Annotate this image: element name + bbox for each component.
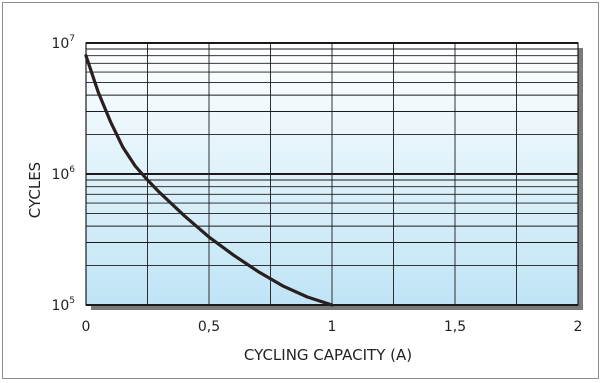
y-tick-label: 105 [51,296,75,314]
series-line [84,54,334,307]
y-axis-label: CYCLES [26,162,44,218]
y-tick-label: 107 [51,34,75,52]
x-tick-label: 1,5 [444,319,466,335]
x-tick-label: 1 [328,319,337,335]
x-tick-label: 2 [574,319,583,335]
y-tick-label: 106 [51,165,75,183]
x-axis-label: CYCLING CAPACITY (A) [244,346,412,364]
x-tick-label: 0,5 [198,319,220,335]
x-tick-label: 0 [82,319,91,335]
